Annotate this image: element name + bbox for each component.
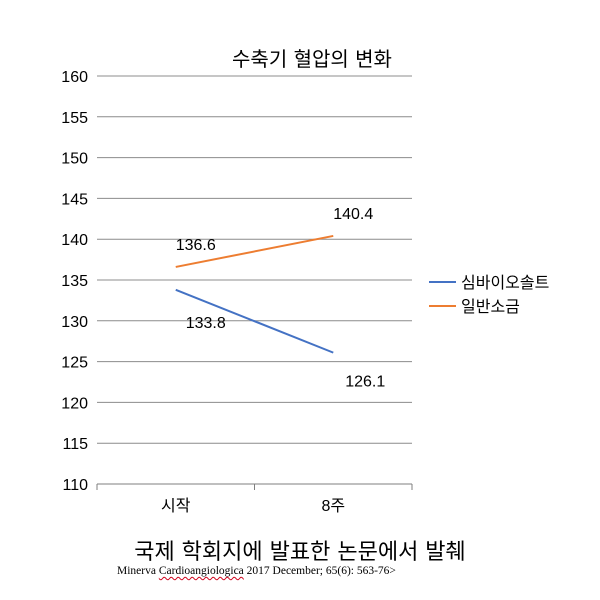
y-tick-label: 145 <box>61 191 88 208</box>
chart-title: 수축기 혈압의 변화 <box>232 47 392 71</box>
data-labels: 133.8 126.1 136.6 140.4 <box>176 206 386 391</box>
y-tick-label: 130 <box>61 314 88 331</box>
data-label: 136.6 <box>176 237 216 254</box>
series-line <box>175 234 334 268</box>
source-caption: 국제 학회지에 발표한 논문에서 발췌 <box>134 540 466 565</box>
y-tick-label: 110 <box>62 477 88 494</box>
y-tick-label: 135 <box>61 273 88 290</box>
y-tick-label: 140 <box>61 232 88 249</box>
data-label: 133.8 <box>186 315 226 332</box>
y-tick-label: 125 <box>61 355 88 372</box>
legend-label: 일반소금 <box>461 297 520 316</box>
series-line <box>175 288 334 354</box>
y-tick-label: 160 <box>61 69 88 86</box>
x-tick-label: 시작 <box>161 497 191 515</box>
y-tick-label: 115 <box>62 436 88 453</box>
citation-prefix: Minerva <box>117 565 159 577</box>
x-tick-label: 8주 <box>321 498 345 515</box>
data-label: 140.4 <box>333 206 373 223</box>
y-tick-label: 150 <box>61 151 88 168</box>
citation-journal: Cardioangiologica <box>158 565 244 577</box>
y-axis-ticks: 110 115 120 125 130 135 140 145 150 155 160 <box>61 69 88 494</box>
y-tick-label: 155 <box>61 110 88 127</box>
citation-suffix: 2017 December; 65(6): 563-76> <box>243 565 396 577</box>
gridlines <box>97 75 412 485</box>
citation: Minerva Cardioangiologica 2017 December;… <box>117 565 396 577</box>
x-axis: 시작 8주 <box>96 484 413 515</box>
data-label: 126.1 <box>345 374 385 391</box>
y-tick-label: 120 <box>61 395 88 412</box>
legend-label: 심바이오솔트 <box>461 273 549 292</box>
series-lines <box>175 234 334 354</box>
